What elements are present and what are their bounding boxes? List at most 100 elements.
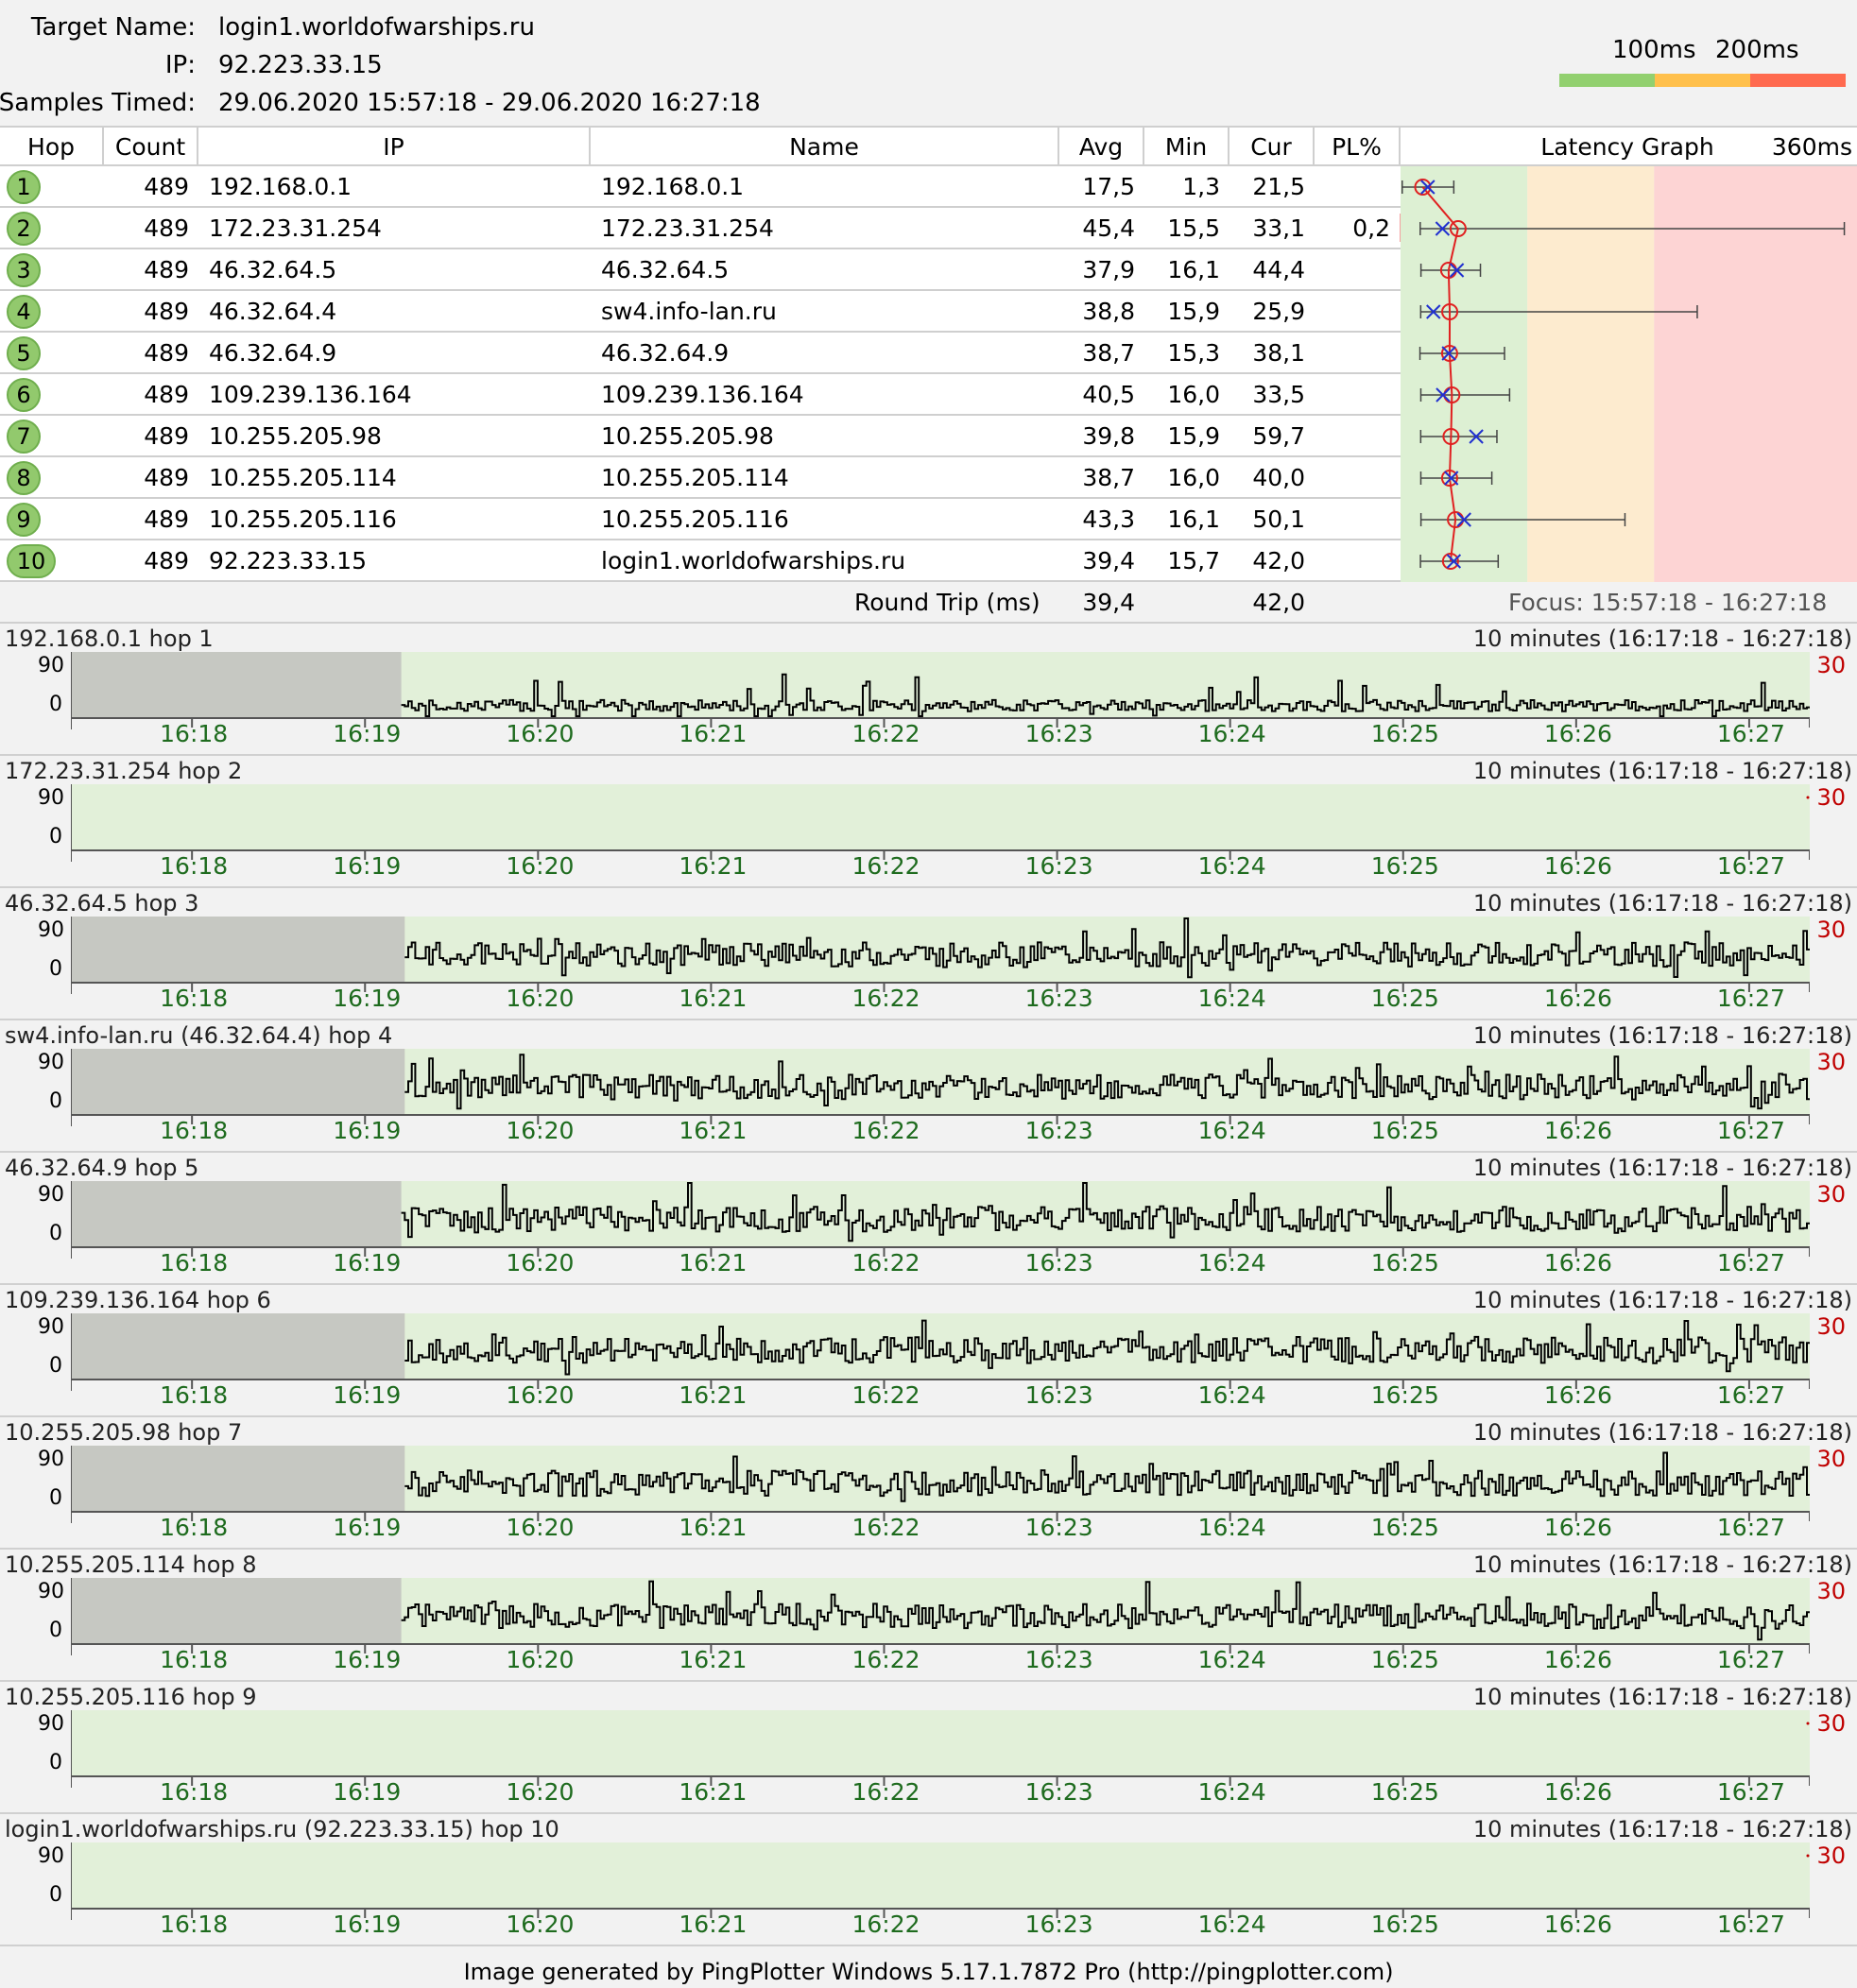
time-tick-label: 16:26 (1543, 1514, 1612, 1541)
cur-x-marker (1435, 221, 1451, 236)
time-tick-label: 16:27 (1716, 1646, 1785, 1673)
col-avg-header[interactable]: Avg (1059, 128, 1144, 166)
col-cur-header[interactable]: Cur (1229, 128, 1315, 166)
time-tick-label: 16:22 (851, 1381, 920, 1409)
time-tick-label: 16:24 (1197, 1249, 1266, 1277)
hop-count: 489 (144, 214, 189, 242)
target-name-value: login1.worldofwarships.ru (218, 13, 535, 42)
time-tick-label: 16:24 (1197, 1117, 1266, 1144)
hop-number-badge: 8 (7, 461, 41, 495)
hop-avg: 39,8 (1082, 422, 1135, 450)
time-tick-label: 16:19 (333, 1249, 402, 1277)
hop-cur: 33,5 (1252, 381, 1305, 408)
ip-value: 92.223.33.15 (218, 51, 383, 79)
time-tick-label: 16:26 (1543, 1381, 1612, 1409)
time-tick-label: 16:21 (679, 985, 748, 1012)
time-tick-label: 16:25 (1370, 852, 1439, 880)
col-name-header[interactable]: Name (591, 128, 1059, 166)
ip-label: IP: (164, 51, 196, 79)
hop-chart-range: 10 minutes (16:17:18 - 16:27:18) (1472, 758, 1852, 784)
hop-avg: 45,4 (1082, 214, 1135, 242)
latency-trace (404, 917, 1810, 979)
no-data-region (71, 1446, 405, 1512)
hop-cur: 25,9 (1252, 298, 1305, 325)
avg-circle-marker (1440, 345, 1458, 362)
hop-row[interactable]: 3 489 46.32.64.5 46.32.64.5 37,9 16,1 44… (0, 249, 1401, 291)
hop-number-badge: 6 (7, 378, 41, 412)
no-data-region (71, 652, 402, 718)
time-tick-label: 16:18 (160, 1911, 229, 1938)
latency-zone-2 (1654, 166, 1857, 582)
time-tick-label: 16:22 (851, 985, 920, 1012)
time-tick-label: 16:24 (1197, 1778, 1266, 1806)
hop-row[interactable]: 9 489 10.255.205.116 10.255.205.116 43,3… (0, 499, 1401, 540)
legend-green-segment (1559, 74, 1655, 87)
latency-hop-marks-3 (1439, 262, 1465, 279)
col-count-header[interactable]: Count (104, 128, 198, 166)
time-tick-label: 16:23 (1024, 1646, 1093, 1673)
y-axis-min-label: 0 (49, 1619, 62, 1642)
hop-cur: 50,1 (1252, 506, 1305, 533)
hop-avg: 38,8 (1082, 298, 1135, 325)
latency-hop-marks-10 (1441, 553, 1462, 570)
y-axis-min-label: 0 (49, 1089, 62, 1113)
col-hop-header[interactable]: Hop (0, 128, 104, 166)
latency-trace (401, 1580, 1810, 1641)
time-tick-label: 16:19 (333, 720, 402, 747)
time-tick-label: 16:24 (1197, 1381, 1266, 1409)
col-min-header[interactable]: Min (1144, 128, 1229, 166)
time-tick-label: 16:23 (1024, 1381, 1093, 1409)
col-pl-header[interactable]: PL% (1315, 128, 1401, 166)
plot-background (71, 1710, 1810, 1776)
hop-row[interactable]: 4 489 46.32.64.4 sw4.info-lan.ru 38,8 15… (0, 291, 1401, 333)
hop-chart-range: 10 minutes (16:17:18 - 16:27:18) (1472, 1287, 1852, 1313)
y-axis-min-label: 0 (49, 1883, 62, 1907)
hop-chart-range: 10 minutes (16:17:18 - 16:27:18) (1472, 626, 1852, 652)
time-tick-label: 16:24 (1197, 852, 1266, 880)
hop-chart-title: 172.23.31.254 hop 2 (5, 758, 243, 784)
hop-chart-panel: 109.239.136.164 hop 6 10 minutes (16:17:1… (0, 1285, 1857, 1417)
hop-number-badge: 3 (7, 253, 41, 287)
hop-cur: 21,5 (1252, 173, 1305, 200)
hop-cur: 38,1 (1252, 339, 1305, 367)
packet-loss-scale-label: 30 (1816, 1446, 1846, 1472)
hop-min: 15,5 (1167, 214, 1220, 242)
hop-packet-loss: 0,2 (1352, 214, 1390, 242)
time-tick-label: 16:25 (1370, 985, 1439, 1012)
packet-loss-scale-label: 30 (1816, 917, 1846, 943)
cur-x-marker (1446, 554, 1462, 569)
time-tick-label: 16:18 (160, 1646, 229, 1673)
hop-row[interactable]: 1 489 192.168.0.1 192.168.0.1 17,5 1,3 2… (0, 166, 1401, 208)
latency-hop-marks-5 (1440, 345, 1458, 362)
hop-avg: 38,7 (1082, 339, 1135, 367)
hop-row[interactable]: 6 489 109.239.136.164 109.239.136.164 40… (0, 374, 1401, 416)
hop-row[interactable]: 7 489 10.255.205.98 10.255.205.98 39,8 1… (0, 416, 1401, 457)
hop-ip: 46.32.64.5 (209, 256, 337, 283)
hop-row[interactable]: 2 489 172.23.31.254 172.23.31.254 45,4 1… (0, 208, 1402, 249)
loss-dot (1806, 1722, 1810, 1725)
hop-name: 10.255.205.98 (601, 422, 774, 450)
y-axis-min-label: 0 (49, 825, 62, 848)
hop-row[interactable]: 5 489 46.32.64.9 46.32.64.9 38,7 15,3 38… (0, 333, 1401, 374)
hop-name: 192.168.0.1 (601, 173, 745, 200)
hop-name: login1.worldofwarships.ru (601, 547, 906, 574)
packet-loss-scale-label: 30 (1816, 784, 1846, 811)
hop-min: 15,3 (1167, 339, 1220, 367)
time-tick-label: 16:27 (1716, 1381, 1785, 1409)
hop-avg: 17,5 (1082, 173, 1135, 200)
time-tick-label: 16:22 (851, 1646, 920, 1673)
hop-row[interactable]: 8 489 10.255.205.114 10.255.205.114 38,7… (0, 457, 1401, 499)
hop-name: 10.255.205.114 (601, 464, 789, 491)
hop-chart-title: 46.32.64.5 hop 3 (5, 890, 199, 917)
loss-dot (1806, 1854, 1810, 1858)
hop-latency-plot (71, 784, 1810, 862)
col-ip-header[interactable]: IP (198, 128, 591, 166)
hop-row[interactable]: 10 489 92.223.33.15 login1.worldofwarshi… (0, 540, 1401, 582)
latency-hop-5 (1419, 347, 1505, 360)
hop-number-badge: 9 (7, 503, 41, 537)
col-latency-graph-header[interactable]: Latency Graph (1540, 133, 1714, 161)
latency-trace (401, 1182, 1810, 1242)
time-tick-label: 16:23 (1024, 1778, 1093, 1806)
samples-timed-label: Samples Timed: (0, 89, 196, 117)
hop-count: 489 (144, 464, 189, 491)
